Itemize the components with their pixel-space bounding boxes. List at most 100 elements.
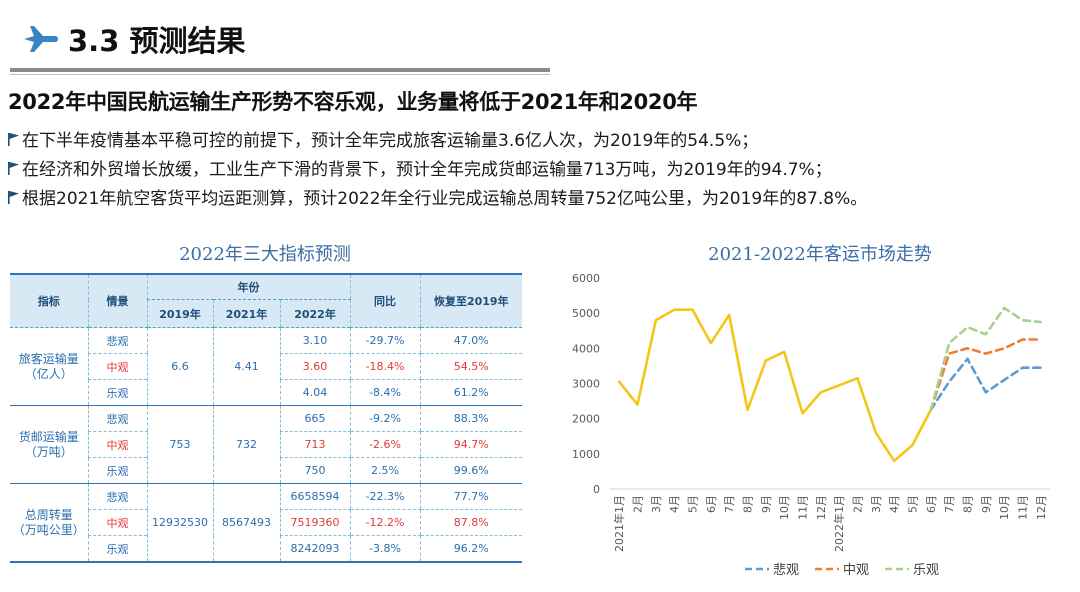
y-tick-label: 1000 xyxy=(572,448,600,461)
value-2019-cell: 6.6 xyxy=(146,327,213,406)
x-tick-label: 3月 xyxy=(650,495,663,513)
header-2021: 2021年 xyxy=(212,299,280,328)
yoy-cell: -9.2% xyxy=(349,405,421,432)
value-2022-cell: 3.10 xyxy=(279,327,351,354)
x-tick-label: 7月 xyxy=(723,495,736,513)
value-2022-cell: 665 xyxy=(279,405,351,432)
value-2022-cell: 713 xyxy=(279,431,351,458)
recovery-cell: 54.5% xyxy=(419,353,523,380)
series-line-actual xyxy=(617,308,933,463)
value-2021-cell: 8567493 xyxy=(212,483,280,563)
bullet-list: 在下半年疫情基本平稳可控的前提下，预计全年完成旅客运输量3.6亿人次，为2019… xyxy=(8,124,1068,211)
table-title: 2022年三大指标预测 xyxy=(179,244,351,265)
recovery-cell: 77.7% xyxy=(419,483,523,510)
value-2022-cell: 3.60 xyxy=(279,353,351,380)
value-2022-cell: 7519360 xyxy=(279,509,351,536)
scenario-cell: 乐观 xyxy=(87,535,147,563)
x-tick-label: 12月 xyxy=(1035,495,1048,520)
yoy-cell: -8.4% xyxy=(349,379,421,406)
indicator-cell: 货邮运输量 （万吨） xyxy=(10,405,88,484)
scenario-cell: 乐观 xyxy=(87,379,147,406)
table-row: 中观 7519360 -12.2% 87.8% xyxy=(10,509,523,536)
value-2019-cell: 12932530 xyxy=(146,483,213,563)
x-tick-label: 2月 xyxy=(852,495,865,513)
y-tick-label: 6000 xyxy=(572,272,600,285)
yoy-cell: -22.3% xyxy=(349,483,421,510)
bullet-text: 在经济和外贸增长放缓，工业生产下滑的背景下，预计全年完成货邮运输量713万吨，为… xyxy=(22,160,832,180)
slide-header: 3.3 预测结果 xyxy=(0,0,1080,80)
header-recovery: 恢复至2019年 xyxy=(419,273,523,328)
flag-bullet-icon xyxy=(8,132,19,146)
chart-title: 2021-2022年客运市场走势 xyxy=(708,244,932,265)
bullet-item: 在经济和外贸增长放缓，工业生产下滑的背景下，预计全年完成货邮运输量713万吨，为… xyxy=(8,153,1068,182)
x-tick-label: 10月 xyxy=(998,495,1011,520)
passenger-trend-chart: 0 1000 2000 3000 4000 5000 6000 2021年1月 2月 3月 4月 5月… xyxy=(572,272,1050,578)
value-2021-cell: 4.41 xyxy=(212,327,280,406)
table-row: 中观 3.60 -18.4% 54.5% xyxy=(10,353,523,380)
x-tick-label: 4月 xyxy=(888,495,901,513)
table-row: 旅客运输量 （亿人） 悲观 6.6 4.41 3.10 -29.7% 47.0% xyxy=(10,327,523,406)
x-tick-label: 10月 xyxy=(778,495,791,520)
bullet-item: 根据2021年航空客货平均运距测算，预计2022年全行业完成运输总周转量752亿… xyxy=(8,182,1068,211)
y-tick-label: 3000 xyxy=(572,378,600,391)
value-2019-cell: 753 xyxy=(146,405,213,484)
indicator-name: 旅客运输量 xyxy=(18,351,79,366)
x-tick-label: 7月 xyxy=(943,495,956,513)
recovery-cell: 96.2% xyxy=(419,535,523,563)
header-indicator: 指标 xyxy=(10,273,88,328)
scenario-cell: 悲观 xyxy=(87,405,147,432)
x-tick-label: 11月 xyxy=(1017,495,1030,520)
value-2022-cell: 8242093 xyxy=(279,535,351,563)
recovery-cell: 47.0% xyxy=(419,327,523,354)
header-2019: 2019年 xyxy=(146,299,213,328)
table-row: 货邮运输量 （万吨） 悲观 753 732 665 -9.2% 88.3% xyxy=(10,405,523,484)
y-tick-label: 5000 xyxy=(572,307,600,320)
x-tick-label: 6月 xyxy=(705,495,718,513)
x-tick-label: 12月 xyxy=(815,495,828,520)
y-tick-label: 0 xyxy=(593,483,600,496)
page-title: 3.3 预测结果 xyxy=(68,24,246,58)
x-tick-label: 2022年1月 xyxy=(832,495,846,552)
header-divider-thin xyxy=(10,74,550,75)
x-tick-label: 5月 xyxy=(907,495,920,513)
scenario-cell: 中观 xyxy=(87,509,147,536)
value-2022-cell: 6658594 xyxy=(279,483,351,510)
indicator-name: 总周转量 xyxy=(24,507,73,522)
x-tick-label: 9月 xyxy=(760,495,773,513)
yoy-cell: 2.5% xyxy=(349,457,421,484)
series-line-乐观 xyxy=(929,306,1043,412)
y-tick-label: 4000 xyxy=(572,342,600,355)
header-year: 年份 xyxy=(146,273,351,300)
value-2021-cell: 732 xyxy=(212,405,280,484)
value-2022-cell: 750 xyxy=(279,457,351,484)
indicator-unit: （万吨） xyxy=(24,444,73,459)
table-row: 乐观 8242093 -3.8% 96.2% xyxy=(10,535,523,563)
bullet-text: 在下半年疫情基本平稳可控的前提下，预计全年完成旅客运输量3.6亿人次，为2019… xyxy=(22,131,759,151)
header-2022: 2022年 xyxy=(279,299,351,328)
value-2022-cell: 4.04 xyxy=(279,379,351,406)
x-tick-label: 8月 xyxy=(742,495,755,513)
x-tick-label: 9月 xyxy=(980,495,993,513)
forecast-table: 指标 情景 年份 同比 恢复至2019年 2019年 2021年 2022年 旅… xyxy=(10,273,523,563)
series-line-悲观 xyxy=(929,357,1043,412)
recovery-cell: 88.3% xyxy=(419,405,523,432)
indicator-name: 货邮运输量 xyxy=(18,429,79,444)
table-row: 乐观 4.04 -8.4% 61.2% xyxy=(10,379,523,406)
table-row: 总周转量 （万吨公里） 悲观 12932530 8567493 6658594 … xyxy=(10,483,523,563)
header-yoy: 同比 xyxy=(349,273,421,328)
table-row: 乐观 750 2.5% 99.6% xyxy=(10,457,523,484)
scenario-cell: 中观 xyxy=(87,353,147,380)
legend-label: 乐观 xyxy=(913,563,939,578)
scenario-cell: 乐观 xyxy=(87,457,147,484)
legend-label: 悲观 xyxy=(773,562,799,578)
x-tick-label: 3月 xyxy=(870,495,883,513)
series-line-中观 xyxy=(929,338,1043,412)
recovery-cell: 99.6% xyxy=(419,457,523,484)
recovery-cell: 94.7% xyxy=(419,431,523,458)
scenario-cell: 中观 xyxy=(87,431,147,458)
legend-label: 中观 xyxy=(843,563,869,578)
indicator-unit: （万吨公里） xyxy=(12,522,85,537)
flag-bullet-icon xyxy=(8,161,19,175)
scenario-cell: 悲观 xyxy=(87,327,147,354)
yoy-cell: -3.8% xyxy=(349,535,421,563)
